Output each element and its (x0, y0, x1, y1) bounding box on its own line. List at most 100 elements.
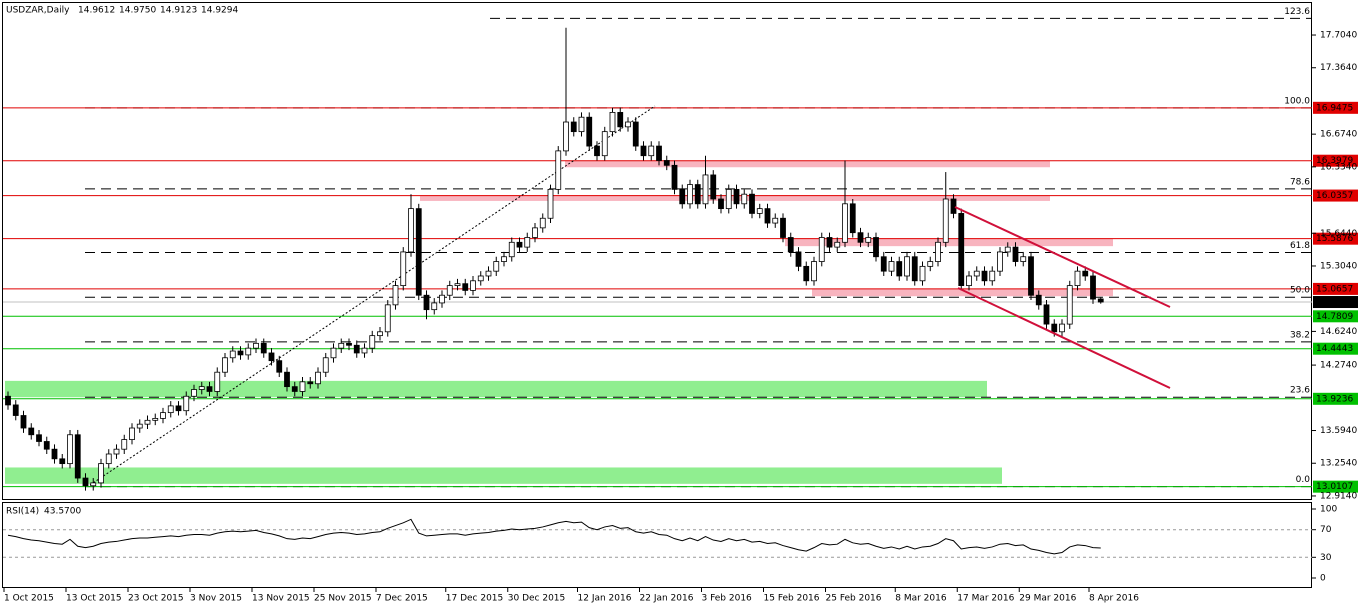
candle-body (121, 439, 128, 450)
level-label-box (1313, 342, 1358, 355)
x-tick-label: 8 Mar 2016 (895, 594, 947, 604)
plot (5, 27, 1104, 491)
rsi-pane (2, 502, 1312, 588)
y-tick-label: 14.6240 (1320, 327, 1357, 337)
header-high: 14.9750 (119, 6, 156, 16)
candle-body (1082, 270, 1089, 277)
candle-body (276, 360, 283, 373)
candle-body (74, 434, 81, 479)
level-label-box (1313, 232, 1358, 245)
candle-body (43, 441, 50, 450)
candle-body (942, 198, 949, 243)
candle-body (377, 331, 383, 337)
candle-body (330, 347, 337, 359)
candle-body (919, 265, 926, 282)
candle-body (563, 121, 569, 152)
candle-body (361, 347, 368, 354)
x-tick-label: 7 Dec 2015 (376, 594, 428, 604)
level-label-box (1313, 310, 1358, 323)
fib-label: 123.6 (1284, 7, 1310, 17)
fib-label: 61.8 (1290, 241, 1310, 251)
x-tick-label: 15 Feb 2016 (764, 594, 820, 604)
candle-body (1059, 323, 1065, 333)
candle-body (400, 251, 407, 287)
level-label: 13.0107 (1316, 482, 1353, 492)
candle-body (601, 131, 608, 157)
candle-body (733, 188, 740, 205)
candle-body (384, 304, 391, 333)
channel-upper (954, 206, 1171, 308)
candle-body (516, 241, 523, 248)
candle-body (911, 256, 918, 282)
y-tick-label: 17.7040 (1320, 31, 1357, 41)
candle-body (663, 160, 670, 166)
candle-body (741, 193, 748, 205)
candle-body (632, 121, 639, 147)
candle-body (493, 261, 500, 272)
rsi-tick-label: 30 (1320, 553, 1332, 563)
candle-body (1043, 304, 1050, 325)
candle-body (408, 208, 414, 253)
x-tick-label: 3 Nov 2015 (190, 594, 242, 604)
candle-body (958, 213, 965, 287)
candle-body (1051, 323, 1058, 333)
candle-body (694, 184, 701, 205)
candle-body (446, 285, 453, 296)
candle-body (1066, 285, 1073, 325)
candle-body (718, 198, 724, 210)
y-tick-label: 15.6440 (1320, 229, 1357, 239)
current-price-label: 14.9294 (1316, 298, 1353, 308)
fib-label: 23.6 (1290, 386, 1310, 396)
zone (5, 380, 987, 398)
candle-body (501, 256, 507, 262)
candle-body (671, 164, 678, 190)
candle-body (749, 193, 755, 214)
x-tick-label: 13 Oct 2015 (66, 594, 122, 604)
level-label: 14.4443 (1316, 344, 1353, 354)
candle-body (555, 150, 562, 190)
candle-body (578, 116, 585, 133)
candle-body (98, 463, 104, 484)
candle-body (873, 237, 879, 258)
candle-body (594, 145, 600, 157)
candle-body (880, 256, 887, 272)
candle-body (1097, 298, 1104, 303)
candle-body (1012, 246, 1019, 262)
candle-body (167, 405, 174, 414)
candle-body (710, 174, 717, 200)
candle-body (477, 275, 484, 282)
candle-body (12, 404, 19, 416)
candle-body (950, 198, 957, 214)
y-tick-label: 14.2740 (1320, 361, 1357, 371)
rsi-tick-label: 0 (1320, 574, 1326, 584)
header-low: 14.9123 (160, 6, 197, 16)
zone (812, 288, 1113, 297)
candle-body (253, 342, 259, 349)
rsi-title: RSI(14) (6, 507, 39, 517)
level-label: 16.3979 (1316, 156, 1353, 166)
level-label: 15.0657 (1316, 284, 1353, 294)
y-tick-label: 16.3340 (1320, 162, 1357, 172)
candle-body (787, 237, 794, 253)
level-label-box (1313, 154, 1358, 167)
candle-body (51, 448, 58, 460)
candle-body (1020, 256, 1027, 262)
price-pane (2, 2, 1312, 500)
candle-body (392, 285, 399, 306)
candle-body (795, 251, 802, 267)
candle-body (67, 434, 73, 465)
candle-body (966, 275, 972, 287)
candle-body (756, 208, 763, 214)
candle-body (1074, 270, 1081, 287)
rsi-tick-label: 100 (1320, 505, 1337, 515)
candle-body (780, 217, 786, 238)
candle-body (160, 412, 166, 419)
candle-body (687, 184, 693, 205)
level-label-box (1313, 480, 1358, 493)
x-tick-label: 29 Mar 2016 (1019, 594, 1076, 604)
candle-body (346, 342, 352, 346)
candle-body (105, 453, 112, 465)
x-tick-label: 8 Apr 2016 (1089, 594, 1139, 604)
candle-body (144, 419, 151, 425)
